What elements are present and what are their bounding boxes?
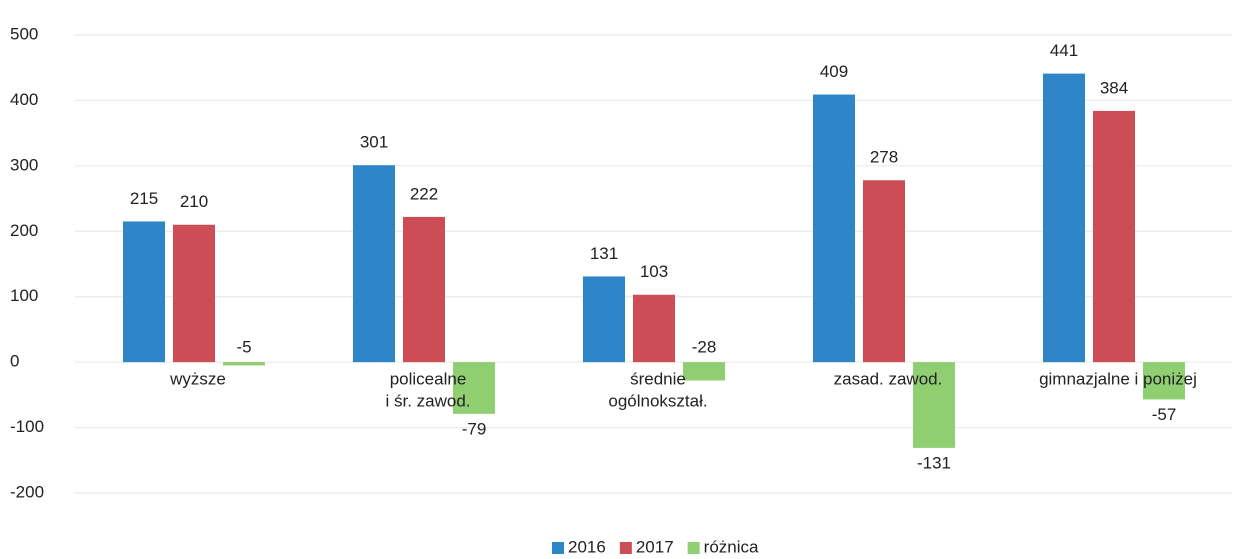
data-label: 409	[820, 62, 848, 81]
legend-label: różnica	[704, 537, 759, 556]
legend-swatch	[687, 542, 700, 554]
bar	[173, 224, 215, 363]
legend-label: 2017	[636, 537, 674, 556]
bar	[123, 221, 165, 363]
y-tick-label: 0	[10, 352, 19, 371]
bar	[813, 94, 855, 363]
bar	[1093, 110, 1135, 363]
legend-swatch	[552, 542, 564, 554]
data-label: 278	[870, 148, 898, 167]
data-label: 301	[360, 133, 388, 152]
y-tick-label: 400	[10, 90, 38, 109]
data-label: -5	[236, 338, 251, 357]
bar	[353, 165, 395, 363]
data-label: -28	[692, 338, 717, 357]
bar	[863, 180, 905, 363]
y-tick-label: 300	[10, 155, 38, 174]
bar	[453, 362, 495, 414]
bar	[683, 362, 725, 381]
data-label: 215	[130, 189, 158, 208]
bar	[403, 216, 445, 363]
bar	[223, 362, 265, 366]
data-label: 103	[640, 262, 668, 281]
data-label: 131	[590, 244, 618, 263]
y-tick-label: -100	[10, 417, 44, 436]
x-tick-label: wyższe	[169, 370, 226, 389]
x-tick-label: średnie	[630, 370, 686, 389]
data-label: 441	[1050, 41, 1078, 60]
data-label: -79	[462, 419, 487, 438]
data-label: 210	[180, 192, 208, 211]
x-tick-label: policealne	[390, 370, 467, 389]
bar	[583, 276, 625, 363]
legend-label: 2016	[568, 537, 606, 556]
legend-swatch	[619, 542, 632, 554]
x-tick-label: ogólnokształ.	[608, 392, 707, 411]
bar	[1143, 362, 1185, 400]
data-label: 222	[410, 184, 438, 203]
data-label: 384	[1100, 78, 1128, 97]
y-tick-label: -200	[10, 482, 44, 501]
x-tick-label: i śr. zawod.	[385, 392, 470, 411]
bar	[633, 294, 675, 363]
x-tick-label: zasad. zawod.	[834, 370, 943, 389]
x-tick-label: gimnazjalne i poniżej	[1039, 370, 1197, 389]
y-tick-label: 200	[10, 221, 38, 240]
bar	[913, 362, 955, 448]
data-label: -57	[1152, 405, 1177, 424]
data-label: -131	[917, 453, 951, 472]
y-tick-label: 500	[10, 24, 38, 43]
y-tick-label: 100	[10, 286, 38, 305]
bar	[1043, 73, 1085, 363]
